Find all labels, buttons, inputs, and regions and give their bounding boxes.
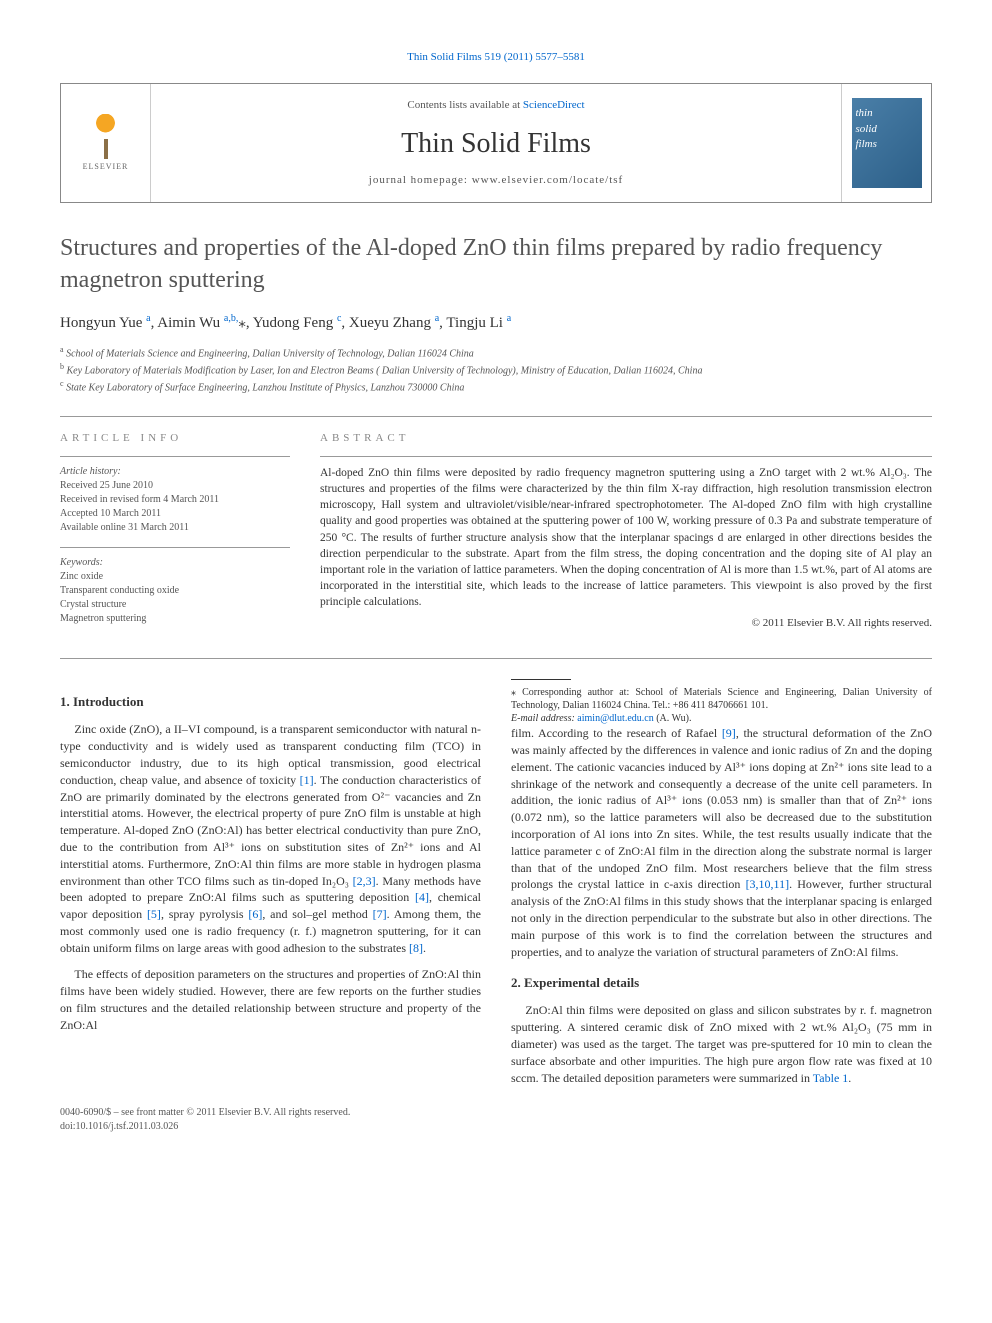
divider <box>60 547 290 548</box>
keyword-0: Zinc oxide <box>60 570 290 584</box>
body-text: 1. Introduction Zinc oxide (ZnO), a II–V… <box>60 679 932 1086</box>
affiliation-a: a School of Materials Science and Engine… <box>60 344 932 361</box>
cover-line-1: thin <box>856 106 918 121</box>
history-item-0: Received 25 June 2010 <box>60 479 290 493</box>
keywords-label: Keywords: <box>60 556 290 570</box>
masthead-center: Contents lists available at ScienceDirec… <box>151 84 841 202</box>
divider <box>320 456 932 457</box>
intro-heading: 1. Introduction <box>60 693 481 711</box>
author-4: Tingju Li a <box>446 315 511 331</box>
sciencedirect-link[interactable]: ScienceDirect <box>523 99 585 111</box>
footnote-separator <box>511 679 571 680</box>
elsevier-logo: ELSEVIER <box>76 108 136 178</box>
elsevier-tree-icon <box>83 114 128 159</box>
keyword-1: Transparent conducting oxide <box>60 584 290 598</box>
email-link[interactable]: aimin@dlut.edu.cn <box>577 713 653 724</box>
keyword-3: Magnetron sputtering <box>60 612 290 626</box>
corresponding-star-icon: ⁎ <box>238 315 246 331</box>
intro-paragraph-1: Zinc oxide (ZnO), a II–VI compound, is a… <box>60 721 481 956</box>
divider <box>60 658 932 659</box>
journal-cover: thin solid films <box>852 98 922 188</box>
publisher-logo-container: ELSEVIER <box>61 84 151 202</box>
history-item-1: Received in revised form 4 March 2011 <box>60 493 290 507</box>
cover-line-2: solid <box>856 122 918 137</box>
intro-paragraph-2: The effects of deposition parameters on … <box>60 966 481 1033</box>
journal-cover-container: thin solid films <box>841 84 931 202</box>
homepage-label: journal homepage: <box>369 174 472 186</box>
email-label: E-mail address: <box>511 713 577 724</box>
keyword-2: Crystal structure <box>60 598 290 612</box>
author-0: Hongyun Yue a <box>60 315 151 331</box>
experimental-heading: 2. Experimental details <box>511 974 932 992</box>
abstract-column: ABSTRACT Al-doped ZnO thin films were de… <box>320 431 932 638</box>
authors-line: Hongyun Yue a, Aimin Wu a,b,⁎, Yudong Fe… <box>60 312 932 334</box>
elsevier-label: ELSEVIER <box>83 161 129 172</box>
homepage-url: www.elsevier.com/locate/tsf <box>472 174 624 186</box>
contents-line: Contents lists available at ScienceDirec… <box>407 98 584 113</box>
affiliations: a School of Materials Science and Engine… <box>60 344 932 396</box>
email-suffix: (A. Wu). <box>654 713 692 724</box>
page-footer: 0040-6090/$ – see front matter © 2011 El… <box>60 1106 932 1134</box>
journal-name: Thin Solid Films <box>401 124 591 163</box>
abstract-copyright: © 2011 Elsevier B.V. All rights reserved… <box>320 616 932 631</box>
author-2: Yudong Feng c <box>253 315 342 331</box>
article-title: Structures and properties of the Al-dope… <box>60 233 932 295</box>
author-1: Aimin Wu a,b,⁎ <box>157 315 246 331</box>
divider <box>60 416 932 417</box>
footnotes: ⁎ Corresponding author at: School of Mat… <box>511 686 932 725</box>
abstract-text: Al-doped ZnO thin films were deposited b… <box>320 465 932 610</box>
issn-line: 0040-6090/$ – see front matter © 2011 El… <box>60 1106 932 1120</box>
author-3: Xueyu Zhang a <box>349 315 439 331</box>
contents-prefix: Contents lists available at <box>407 99 522 111</box>
divider <box>60 456 290 457</box>
affiliation-c: c State Key Laboratory of Surface Engine… <box>60 378 932 395</box>
article-history: Article history: Received 25 June 2010 R… <box>60 465 290 535</box>
history-item-3: Available online 31 March 2011 <box>60 521 290 535</box>
journal-masthead: ELSEVIER Contents lists available at Sci… <box>60 83 932 203</box>
abstract-label: ABSTRACT <box>320 431 932 446</box>
affiliation-b: b Key Laboratory of Materials Modificati… <box>60 361 932 378</box>
corresponding-author-note: ⁎ Corresponding author at: School of Mat… <box>511 686 932 712</box>
history-item-2: Accepted 10 March 2011 <box>60 507 290 521</box>
cover-line-3: films <box>856 137 918 152</box>
keywords-block: Keywords: Zinc oxide Transparent conduct… <box>60 556 290 626</box>
doi-line: doi:10.1016/j.tsf.2011.03.026 <box>60 1120 932 1134</box>
article-info-column: ARTICLE INFO Article history: Received 2… <box>60 431 290 638</box>
article-info-label: ARTICLE INFO <box>60 431 290 446</box>
citation-header: Thin Solid Films 519 (2011) 5577–5581 <box>60 50 932 65</box>
history-label: Article history: <box>60 465 290 479</box>
email-line: E-mail address: aimin@dlut.edu.cn (A. Wu… <box>511 712 932 725</box>
journal-homepage: journal homepage: www.elsevier.com/locat… <box>369 173 623 188</box>
intro-paragraph-3: film. According to the research of Rafae… <box>511 725 932 960</box>
experimental-paragraph-1: ZnO:Al thin films were deposited on glas… <box>511 1002 932 1086</box>
